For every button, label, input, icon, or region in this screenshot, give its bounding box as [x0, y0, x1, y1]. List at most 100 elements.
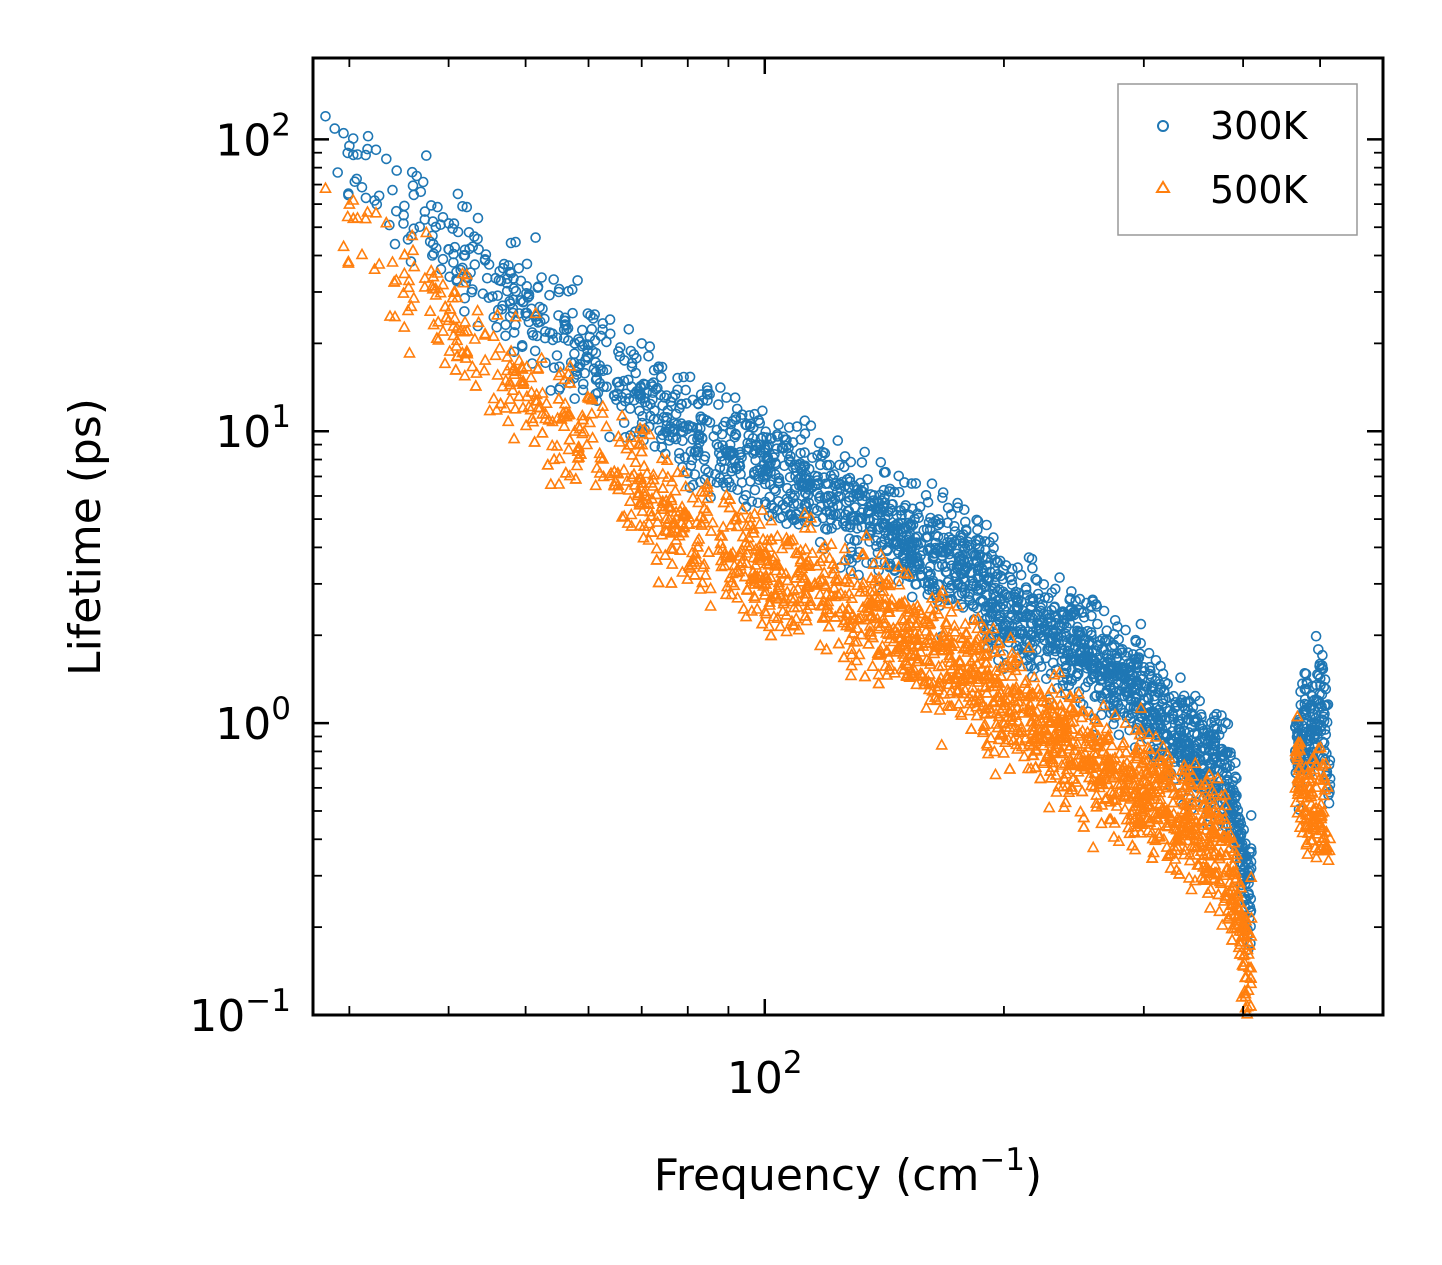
data-point-300k — [625, 345, 637, 357]
data-point-300k — [452, 188, 464, 200]
data-point-500k — [1128, 825, 1141, 837]
data-point-300k — [880, 466, 891, 478]
data-point-500k — [816, 594, 830, 606]
data-point-500k — [694, 485, 708, 497]
data-point-500k — [704, 599, 717, 611]
data-point-300k — [472, 233, 483, 245]
data-point-500k — [651, 509, 665, 521]
data-point-500k — [756, 532, 770, 545]
data-point-300k — [604, 431, 615, 443]
data-point-500k — [1006, 722, 1020, 735]
data-point-300k — [946, 580, 957, 591]
data-point-500k — [1100, 748, 1113, 761]
data-point-500k — [1111, 777, 1125, 790]
data-point-300k — [1168, 713, 1179, 725]
data-point-300k — [1310, 724, 1322, 736]
data-point-300k — [735, 412, 747, 424]
data-point-300k — [597, 318, 609, 329]
data-point-500k — [729, 510, 743, 522]
data-point-500k — [891, 640, 905, 653]
data-point-500k — [798, 586, 812, 599]
data-point-500k — [918, 612, 932, 625]
data-point-500k — [736, 502, 749, 515]
data-point-500k — [470, 366, 483, 378]
data-point-500k — [1140, 812, 1153, 824]
data-point-500k — [679, 479, 693, 492]
data-point-300k — [529, 345, 541, 357]
data-point-300k — [944, 554, 956, 566]
data-point-300k — [770, 485, 782, 497]
data-point-300k — [577, 378, 589, 390]
data-point-500k — [683, 561, 697, 573]
data-point-500k — [529, 394, 542, 406]
data-point-300k — [1240, 838, 1251, 850]
data-point-500k — [1208, 844, 1222, 857]
data-point-500k — [1295, 782, 1308, 795]
data-point-500k — [1150, 818, 1164, 830]
data-point-500k — [704, 524, 718, 536]
data-point-500k — [1239, 914, 1253, 926]
data-point-500k — [1223, 841, 1236, 854]
y-tick-label-10: 101 — [215, 399, 291, 458]
data-point-500k — [1211, 830, 1225, 843]
data-point-500k — [1134, 722, 1148, 735]
data-point-300k — [459, 306, 470, 317]
data-point-500k — [1015, 725, 1029, 737]
data-point-300k — [1122, 691, 1134, 702]
data-point-500k — [1059, 728, 1073, 740]
data-point-300k — [873, 565, 885, 576]
data-point-300k — [763, 439, 774, 451]
data-point-300k — [729, 455, 740, 467]
data-point-300k — [332, 167, 344, 178]
data-point-500k — [1228, 908, 1242, 920]
data-point-300k — [1101, 625, 1113, 637]
data-point-300k — [473, 244, 484, 255]
data-point-300k — [419, 214, 431, 225]
data-point-300k — [443, 244, 454, 255]
data-point-300k — [1097, 673, 1108, 685]
data-point-300k — [1006, 579, 1018, 590]
legend-label-300k: 300K — [1210, 104, 1309, 148]
data-point-500k — [976, 723, 990, 735]
data-point-300k — [741, 419, 753, 431]
data-point-500k — [487, 391, 501, 404]
data-point-500k — [914, 645, 927, 657]
y-tick-label-1: 100 — [215, 691, 291, 750]
data-point-500k — [651, 515, 664, 527]
data-point-300k — [1035, 661, 1047, 672]
data-point-300k — [530, 232, 541, 243]
data-point-300k — [781, 482, 793, 494]
data-point-300k — [943, 574, 955, 586]
data-point-300k — [754, 417, 766, 429]
data-point-300k — [1240, 856, 1251, 867]
data-point-500k — [883, 605, 896, 618]
data-point-300k — [661, 426, 673, 438]
data-point-500k — [932, 659, 946, 672]
data-point-300k — [1049, 601, 1060, 613]
data-point-500k — [658, 548, 672, 561]
data-point-500k — [1123, 771, 1137, 783]
data-point-500k — [478, 326, 492, 339]
y-axis-label: Lifetime (ps) — [60, 398, 111, 676]
data-point-500k — [775, 566, 788, 578]
data-point-500k — [963, 696, 976, 709]
data-point-500k — [786, 618, 800, 630]
data-point-500k — [862, 637, 875, 649]
data-point-300k — [967, 580, 978, 592]
data-point-500k — [1026, 705, 1040, 718]
data-point-500k — [807, 578, 821, 590]
data-point-500k — [892, 597, 906, 610]
data-point-500k — [759, 607, 773, 619]
data-point-300k — [406, 166, 418, 178]
data-point-300k — [1025, 660, 1037, 672]
data-point-300k — [545, 385, 557, 396]
data-point-500k — [843, 575, 856, 588]
data-point-300k — [715, 382, 726, 393]
data-point-500k — [1156, 739, 1170, 752]
data-point-300k — [735, 468, 746, 480]
data-point-500k — [975, 661, 989, 674]
data-point-500k — [1119, 745, 1133, 757]
data-point-300k — [342, 147, 354, 159]
data-point-300k — [1033, 655, 1045, 666]
data-point-500k — [1306, 833, 1319, 845]
